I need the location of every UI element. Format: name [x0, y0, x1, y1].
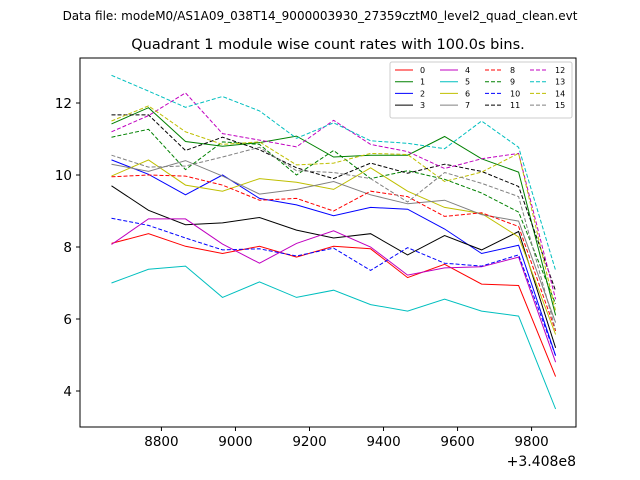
series-line-4: [111, 218, 557, 363]
series-line-15: [111, 146, 557, 330]
legend-item-6: 6: [440, 89, 470, 98]
series-line-7: [111, 160, 557, 323]
legend-item-2: 2: [395, 89, 425, 98]
legend-item-13: 13: [530, 78, 565, 87]
series-line-6: [111, 159, 557, 335]
y-axis: 4 6 8 10 12: [55, 96, 80, 400]
legend-item-11: 11: [485, 101, 520, 110]
legend-label-5: 5: [465, 78, 470, 87]
x-tick-label: 9000: [218, 434, 252, 450]
series-line-8: [111, 174, 557, 332]
legend-label-0: 0: [420, 66, 425, 75]
series-line-14: [111, 105, 557, 312]
y-tick-label: 12: [55, 96, 72, 112]
legend-label-15: 15: [555, 101, 565, 110]
legend-item-3: 3: [395, 101, 425, 110]
legend-item-9: 9: [485, 78, 515, 87]
legend-item-12: 12: [530, 66, 565, 75]
chart-title: Quadrant 1 module wise count rates with …: [131, 37, 525, 53]
legend-item-0: 0: [395, 66, 425, 75]
plot-frame: [79, 57, 577, 428]
series-line-9: [111, 128, 557, 305]
legend-label-7: 7: [465, 101, 470, 110]
legend-label-2: 2: [420, 89, 425, 98]
legend-label-9: 9: [510, 78, 515, 87]
series-line-2: [111, 159, 557, 356]
x-tick-label: 9200: [292, 434, 326, 450]
legend-item-7: 7: [440, 101, 470, 110]
legend-label-10: 10: [510, 89, 520, 98]
legend-label-11: 11: [510, 101, 520, 110]
y-tick-label: 10: [55, 168, 72, 184]
series-layer: [111, 74, 557, 410]
legend-label-6: 6: [465, 89, 470, 98]
series-line-13: [111, 74, 557, 271]
series-line-11: [111, 114, 557, 292]
x-axis: 8800 9000 9200 9400 9600 9800: [144, 427, 549, 450]
y-tick-label: 4: [63, 384, 72, 400]
series-line-3: [111, 185, 557, 348]
x-tick-label: 8800: [144, 434, 178, 450]
legend-label-1: 1: [420, 78, 425, 87]
y-tick-label: 6: [63, 312, 72, 328]
legend-box: [389, 61, 573, 119]
legend-item-8: 8: [485, 66, 515, 75]
series-line-10: [111, 217, 557, 356]
legend-item-10: 10: [485, 89, 520, 98]
legend-label-3: 3: [420, 101, 425, 110]
legend-item-15: 15: [530, 101, 565, 110]
legend-label-14: 14: [555, 89, 565, 98]
legend-label-12: 12: [555, 66, 565, 75]
x-tick-label: 9800: [514, 434, 548, 450]
y-tick-label: 8: [63, 240, 72, 256]
legend-item-4: 4: [440, 66, 470, 75]
legend-item-14: 14: [530, 89, 565, 98]
data-file-label: Data file: modeM0/AS1A09_038T14_90000039…: [63, 9, 578, 23]
series-line-12: [111, 92, 557, 300]
x-tick-label: 9400: [366, 434, 400, 450]
legend-label-8: 8: [510, 66, 515, 75]
series-line-5: [111, 265, 557, 410]
legend-label-13: 13: [555, 78, 565, 87]
legend-item-1: 1: [395, 78, 425, 87]
legend-label-4: 4: [465, 66, 470, 75]
x-axis-offset-label: +3.408e8: [507, 454, 576, 470]
series-line-0: [111, 233, 557, 377]
legend-item-5: 5: [440, 78, 470, 87]
x-tick-label: 9600: [440, 434, 474, 450]
